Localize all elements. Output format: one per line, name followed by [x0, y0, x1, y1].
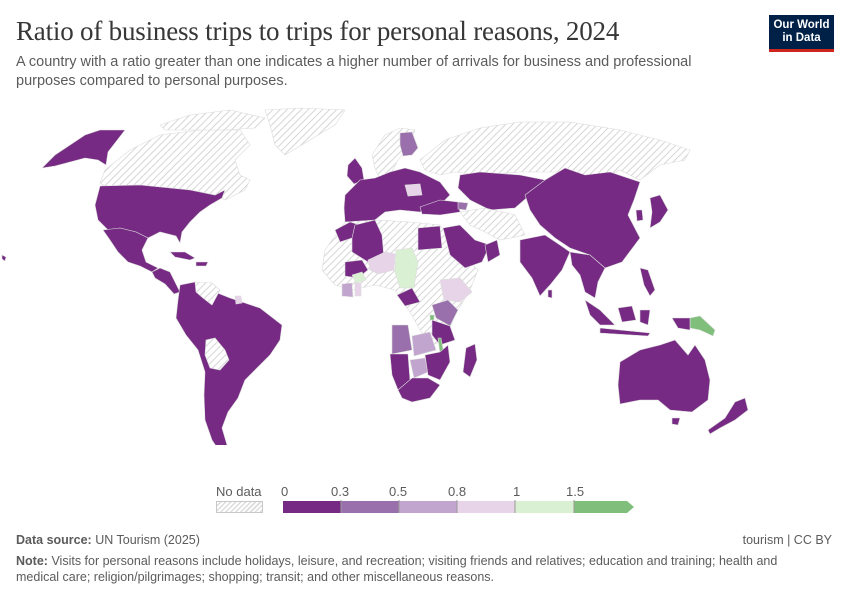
region-suriname: [234, 295, 243, 305]
region-saudi-arabia: [442, 224, 491, 269]
legend-color-bar[interactable]: [283, 500, 638, 514]
legend-tick-0: 0: [281, 484, 289, 499]
region-sri-lanka: [547, 289, 553, 299]
region-west-papua: [671, 317, 691, 331]
region-korea: [635, 209, 644, 222]
region-tanzania: [431, 319, 456, 346]
region-hawaii: [1, 254, 7, 262]
region-egypt: [417, 225, 443, 251]
legend-tick-4: 1: [513, 484, 521, 499]
legend-bin-2[interactable]: [399, 501, 457, 513]
region-burkina-faso: [351, 271, 367, 284]
region-mexico: [102, 227, 159, 273]
legend-tick-5: 1.5: [566, 484, 585, 499]
region-china-mongolia: [524, 167, 641, 269]
region-botswana: [409, 357, 429, 379]
region-middle-east-nodata[interactable]: [459, 207, 526, 241]
legend-bin-5[interactable]: [574, 501, 634, 513]
region-central-america: [151, 267, 181, 295]
region-madagascar: [462, 343, 478, 378]
region-angola: [391, 324, 413, 355]
region-alaska: [41, 129, 126, 169]
region-niger: [367, 251, 396, 275]
region-caribbean: [169, 251, 209, 267]
region-india: [519, 234, 571, 297]
region-venezuela[interactable]: [194, 281, 221, 306]
region-finland: [399, 131, 419, 157]
legend-bin-4[interactable]: [515, 501, 574, 513]
region-oman: [484, 239, 501, 263]
legend-no-data-swatch[interactable]: [216, 501, 263, 513]
note-label: Note:: [16, 554, 48, 568]
region-greenland[interactable]: [264, 107, 346, 156]
legend-bin-1[interactable]: [341, 501, 399, 513]
region-uganda-kenya: [431, 299, 459, 327]
owid-logo[interactable]: Our World in Data: [769, 15, 834, 52]
data-source: Data source: UN Tourism (2025): [16, 533, 200, 547]
region-ghana: [354, 282, 362, 297]
region-rwanda: [429, 314, 435, 321]
region-philippines: [639, 267, 656, 297]
region-australia: [617, 339, 711, 413]
legend-bin-3[interactable]: [457, 501, 515, 513]
note-text: Visits for personal reasons include holi…: [16, 554, 778, 584]
region-south-africa: [397, 377, 441, 403]
region-zambia: [411, 331, 437, 357]
region-papua-new-guinea: [689, 315, 716, 337]
legend-tick-3: 0.8: [448, 484, 467, 499]
world-map[interactable]: [0, 105, 850, 445]
region-tasmania: [671, 417, 681, 426]
region-bolivia[interactable]: [204, 337, 230, 371]
region-cote-divoire: [341, 282, 354, 298]
region-ethiopia: [439, 277, 473, 303]
region-zimbabwe-mozambique: [424, 344, 451, 381]
region-car: [396, 287, 421, 307]
chart-subtitle: A country with a ratio greater than one …: [16, 54, 692, 89]
region-romania: [404, 183, 423, 197]
region-japan: [649, 194, 669, 229]
region-russia[interactable]: [419, 121, 691, 181]
legend-no-data-label: No data: [216, 484, 262, 499]
region-new-zealand: [707, 397, 749, 435]
chart-title: Ratio of business trips to trips for per…: [16, 16, 620, 46]
region-south-america: [175, 281, 283, 445]
region-southeast-asia: [569, 251, 606, 299]
legend-tick-1: 0.3: [331, 484, 350, 499]
region-indonesia: [584, 299, 651, 337]
legend-bin-0[interactable]: [283, 501, 341, 513]
logo-line-1: Our World: [773, 19, 830, 31]
logo-line-2: in Data: [782, 32, 821, 44]
data-source-label: Data source:: [16, 533, 92, 547]
legend-tick-2: 0.5: [389, 484, 408, 499]
region-armenia: [457, 201, 469, 211]
footnote: Note: Visits for personal reasons includ…: [16, 553, 816, 585]
region-arctic-islands[interactable]: [159, 109, 266, 131]
region-kazakhstan: [457, 171, 546, 211]
region-chad: [394, 247, 419, 289]
license-link[interactable]: tourism | CC BY: [742, 533, 832, 547]
data-source-link[interactable]: UN Tourism (2025): [95, 533, 200, 547]
legend: No data 0 0.3 0.5 0.8 1 1.5: [0, 480, 850, 520]
